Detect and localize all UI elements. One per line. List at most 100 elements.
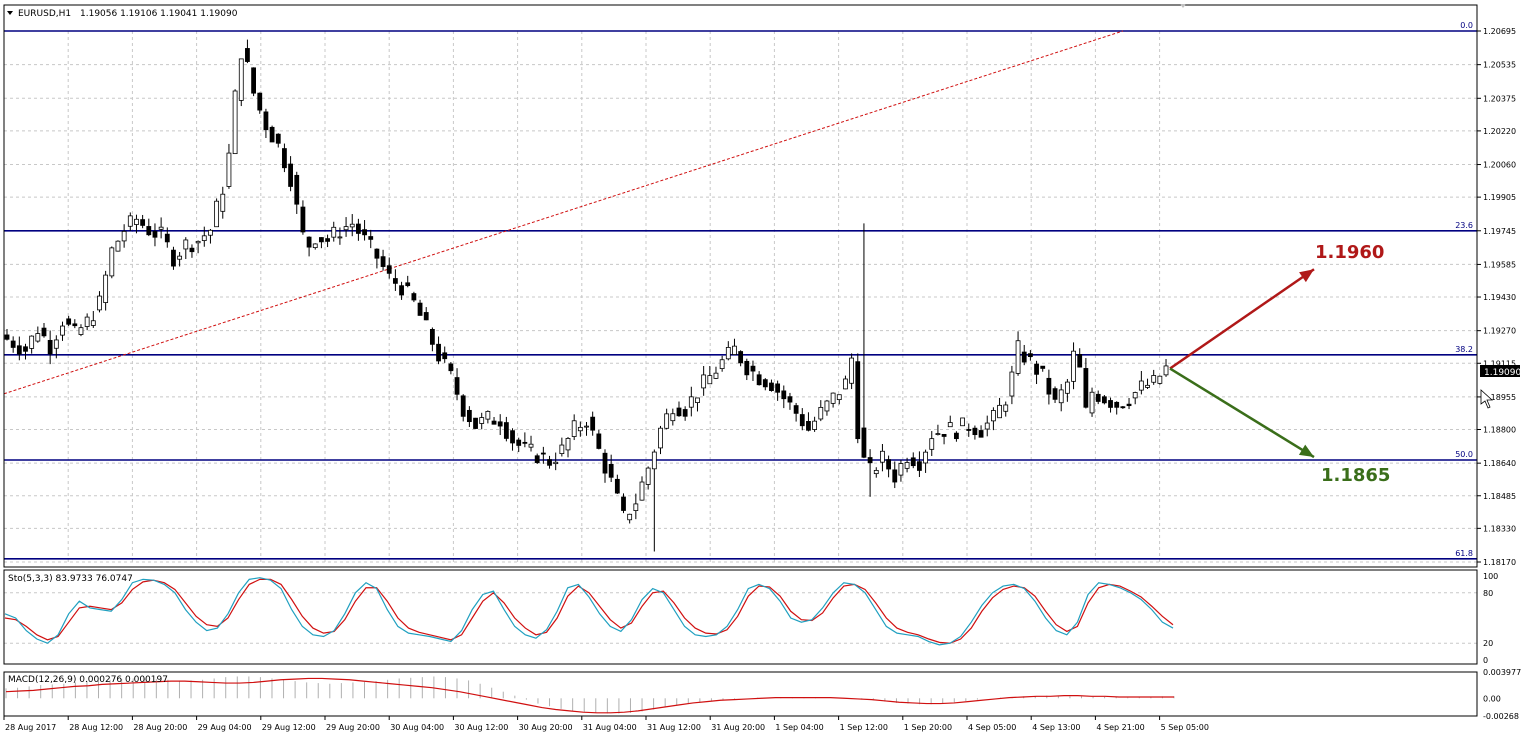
candle-body — [1064, 381, 1070, 394]
candle-body — [201, 235, 207, 241]
candle-body — [140, 219, 146, 226]
fibonacci-levels[interactable]: 0.0 23.6 38.2 50.0 61.8 — [4, 21, 1477, 560]
candle-body — [880, 450, 885, 463]
candle-body — [503, 422, 509, 439]
candle-body — [991, 410, 996, 422]
stochastic-panel — [4, 577, 1477, 646]
scenario-arrow-line — [1169, 268, 1315, 370]
candle-body — [750, 365, 756, 372]
macd-tick-label: 0.00 — [1483, 694, 1501, 703]
candle-body — [368, 236, 374, 240]
candle-body — [781, 390, 787, 400]
candle-body — [836, 394, 842, 401]
candle-body — [843, 378, 848, 390]
candle-body — [540, 452, 546, 455]
candle-body — [651, 451, 657, 470]
candle-body — [695, 397, 700, 403]
candle-body — [577, 426, 583, 432]
candle-body — [146, 226, 152, 236]
candle-body — [1052, 388, 1058, 400]
candle-body — [1108, 400, 1113, 408]
stochastic-signal-line — [4, 578, 1174, 644]
candle-body — [423, 312, 429, 321]
candle-body — [275, 133, 281, 144]
candle-body — [349, 223, 355, 228]
candle-body — [725, 347, 731, 360]
candle-body — [799, 414, 805, 427]
candle-body — [214, 200, 220, 228]
candle-body — [183, 239, 189, 250]
stochastic-tick-label: 0 — [1483, 656, 1488, 665]
candle-body — [1126, 403, 1132, 407]
candle-body — [793, 405, 799, 414]
candle-body — [103, 274, 109, 303]
candle-body — [177, 255, 183, 260]
candle-body — [886, 459, 891, 470]
candle-body — [263, 111, 269, 131]
candle-body — [479, 417, 485, 424]
candle-body — [485, 411, 491, 420]
stochastic-tick-label: 80 — [1483, 589, 1493, 598]
candle-body — [972, 427, 978, 436]
candle-body — [300, 206, 306, 233]
symbol-menu-icon[interactable] — [7, 11, 13, 15]
candle-body — [633, 503, 639, 511]
candle-body — [226, 152, 232, 187]
candle-body — [1163, 365, 1169, 376]
candle-body — [621, 496, 626, 511]
candle-body — [510, 430, 515, 444]
macd-signal-line — [5, 677, 1174, 714]
candle-body — [164, 233, 170, 243]
price-tick-label: 1.19585 — [1483, 260, 1516, 269]
candle-body — [676, 407, 682, 417]
candle-body — [534, 455, 540, 463]
candle-body — [220, 193, 226, 212]
candle-body — [923, 451, 928, 464]
candle-body — [596, 433, 602, 449]
candle-body — [1077, 354, 1083, 368]
shift-marker-icon[interactable] — [1180, 4, 1186, 8]
time-tick-label: 4 Sep 21:00 — [1096, 723, 1144, 732]
price-tick-label: 1.18485 — [1483, 492, 1516, 501]
price-tick-label: 1.19905 — [1483, 193, 1516, 202]
price-tick-label: 1.19115 — [1483, 359, 1516, 368]
candle-body — [571, 420, 577, 437]
candle-body — [306, 236, 312, 248]
candle-body — [60, 325, 65, 336]
price-tick-label: 1.20535 — [1483, 61, 1516, 70]
candle-body — [701, 374, 707, 389]
candle-body — [411, 293, 417, 301]
time-tick-label: 29 Aug 12:00 — [262, 723, 316, 732]
time-tick-label: 28 Aug 2017 — [5, 723, 56, 732]
candle-body — [824, 400, 830, 412]
price-tick-label: 1.19430 — [1483, 293, 1516, 302]
fib-level-label: 38.2 — [1455, 345, 1473, 354]
candle-body — [1083, 368, 1089, 408]
candle-body — [1071, 350, 1076, 382]
candle-body — [4, 334, 10, 340]
candle-body — [312, 243, 318, 249]
macd-panel — [5, 676, 1175, 714]
candle-body — [639, 481, 645, 501]
trend-line[interactable] — [3, 30, 1124, 395]
candle-body — [1138, 380, 1144, 391]
time-tick-label: 29 Aug 20:00 — [326, 723, 380, 732]
candle-body — [966, 429, 972, 431]
candle-body — [664, 413, 670, 429]
candle-body — [319, 237, 324, 243]
mouse-cursor-icon — [1480, 389, 1494, 409]
time-tick-label: 1 Sep 12:00 — [840, 723, 888, 732]
candle-body — [251, 67, 257, 94]
candle-body — [855, 361, 861, 440]
stochastic-main-line — [4, 577, 1174, 646]
ohlc-label: 1.19056 1.19106 1.19041 1.19090 — [80, 9, 238, 19]
candle-body — [429, 329, 435, 345]
candle-body — [84, 316, 90, 327]
candle-body — [127, 215, 133, 227]
candle-body — [812, 420, 818, 430]
candle-body — [670, 413, 676, 422]
candle-body — [16, 345, 22, 355]
candle-body — [830, 392, 836, 404]
